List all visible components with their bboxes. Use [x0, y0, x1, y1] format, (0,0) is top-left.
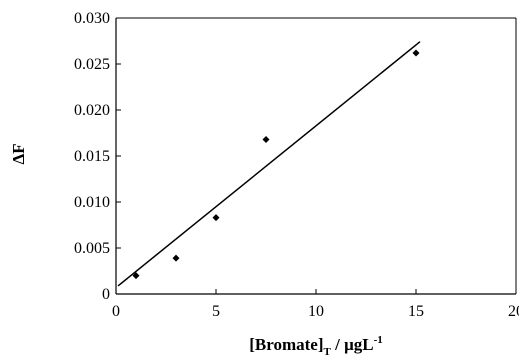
data-point-diamond — [262, 135, 270, 143]
y-tick-label: 0.025 — [74, 56, 110, 73]
y-tick-label: 0.015 — [74, 148, 110, 165]
x-axis-title-subscript: T — [324, 346, 332, 356]
y-tick-label: 0.020 — [74, 102, 110, 119]
x-tick-label: 10 — [308, 303, 324, 320]
x-tick-label: 5 — [212, 303, 220, 320]
y-tick-label: 0.030 — [74, 10, 110, 27]
y-axis-title: ΔF — [9, 143, 28, 164]
x-axis-title-unit: / μgL — [331, 335, 374, 354]
data-point-diamond — [212, 214, 220, 222]
data-point-diamond — [132, 272, 140, 280]
data-point-diamond — [412, 49, 420, 57]
x-ticks: 0 5 10 15 20 — [112, 289, 519, 320]
y-tick-label: 0.005 — [74, 240, 110, 257]
data-points — [132, 49, 420, 280]
x-tick-label: 0 — [112, 303, 120, 320]
y-tick-label: 0.010 — [74, 194, 110, 211]
x-axis-title-main: [Bromate] — [249, 335, 323, 354]
x-axis-title: [Bromate]T / μgL-1 — [249, 334, 383, 356]
y-ticks: 0 0.005 0.010 0.015 0.020 0.025 0.030 — [74, 10, 121, 303]
x-axis-title-superscript: -1 — [374, 334, 383, 346]
x-tick-label: 15 — [408, 303, 424, 320]
linear-trendline — [117, 41, 421, 287]
trendline-group — [117, 41, 421, 287]
axes — [115, 17, 517, 295]
y-tick-label: 0 — [102, 286, 110, 303]
x-tick-label: 20 — [508, 303, 519, 320]
data-point-diamond — [172, 254, 180, 262]
